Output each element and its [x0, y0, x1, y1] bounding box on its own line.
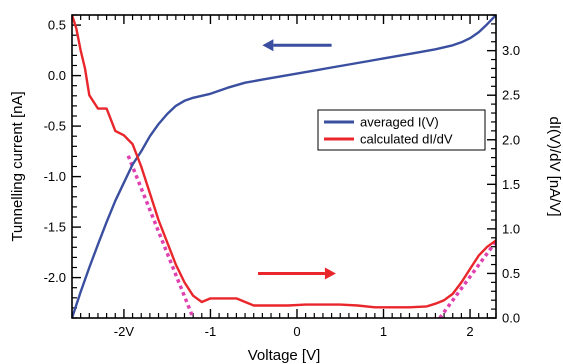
- arrow-head-1: [262, 39, 274, 52]
- y-left-tick-label: -2.0: [44, 270, 66, 285]
- y-right-axis-title: dI(V)/dV [nA/V]: [546, 116, 563, 216]
- x-axis-title: Voltage [V]: [248, 347, 321, 364]
- fit-line-2: [438, 240, 496, 318]
- y-left-tick-label: 0.0: [48, 68, 66, 83]
- series-layer: [72, 15, 496, 318]
- legend-label-calculated-didv: calculated dI/dV: [360, 132, 453, 147]
- y-right-tick-label: 3.0: [502, 43, 520, 58]
- legend-label-averaged-iv: averaged I(V): [360, 115, 439, 130]
- x-tick-label: 1: [380, 324, 387, 339]
- y-right-tick-label: 1.0: [502, 221, 520, 236]
- x-tick-label: -2V: [114, 324, 135, 339]
- legend-box: [317, 109, 486, 151]
- y-right-tick-label: 2.0: [502, 132, 520, 147]
- plot-frame: [71, 14, 497, 319]
- x-tick-label: 0: [293, 324, 300, 339]
- y-right-tick-label: 0.0: [502, 311, 520, 326]
- arrow-head-2: [324, 267, 336, 280]
- y-left-axis-title: Tunnelling current [nA]: [9, 91, 26, 241]
- y-left-tick-label: -1.0: [44, 169, 66, 184]
- x-tick-label: -1: [205, 324, 217, 339]
- fit-line-1: [126, 155, 195, 318]
- y-right-tick-label: 0.5: [502, 266, 520, 281]
- annotation-layer: [258, 39, 336, 280]
- y-right-tick-label: 2.5: [502, 88, 520, 103]
- series-line-averaged-i-v: [72, 15, 496, 318]
- legend: averaged I(V) calculated dI/dV: [317, 109, 486, 151]
- ticks-layer: -2V -1 0 1 2 0.5 0.0 -0.5 -1.0 -1.5 -2.0 3.0 2.5 2.0 1…: [44, 14, 520, 339]
- y-left-tick-label: -1.5: [44, 220, 66, 235]
- y-right-tick-label: 1.5: [502, 177, 520, 192]
- y-left-tick-label: 0.5: [48, 18, 66, 33]
- x-tick-label: 2: [466, 324, 473, 339]
- series-line-calculated-di-dv: [72, 15, 496, 309]
- y-left-tick-label: -0.5: [44, 119, 66, 134]
